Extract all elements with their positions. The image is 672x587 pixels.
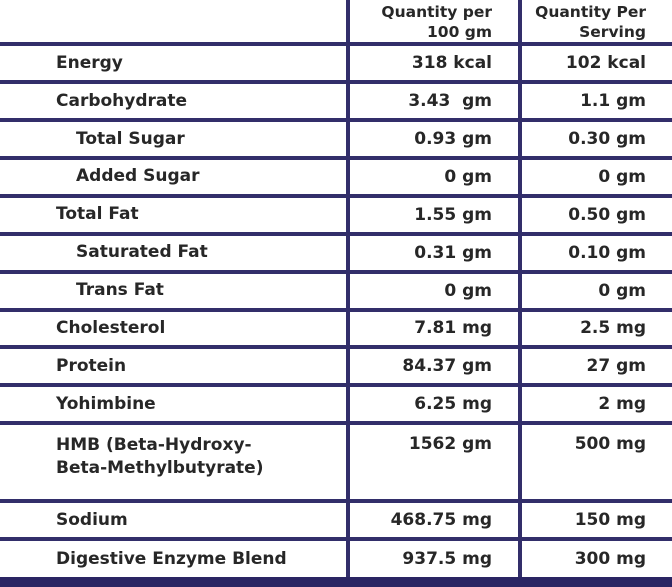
nutrient-label: Total Sugar: [0, 118, 350, 160]
per-100gm-value: 318 kcal: [346, 42, 522, 85]
table-row-yohimbine: Yohimbine 6.25 mg 2 mg: [0, 383, 672, 426]
table-row-cholesterol: Cholesterol 7.81 mg 2.5 mg: [0, 307, 672, 350]
nutrient-label: Energy: [0, 42, 350, 85]
per-100gm-value: 84.37 gm: [346, 345, 522, 388]
per-100gm-value: 0.31 gm: [346, 231, 522, 274]
per-100gm-value: 0 gm: [346, 155, 522, 198]
nutrient-label: Carbohydrate: [0, 80, 350, 123]
per-100gm-value: 3.43 gm: [346, 80, 522, 123]
per-serving-value: 102 kcal: [518, 42, 672, 85]
per-100gm-value: 1562 gm: [346, 421, 522, 504]
per-serving-value: 300 mg: [518, 537, 672, 579]
table-row-trans-fat: Trans Fat 0 gm 0 gm: [0, 269, 672, 312]
bottom-accent-bar: [0, 577, 672, 587]
nutrient-label: Saturated Fat: [0, 231, 350, 274]
per-serving-value: 0 gm: [518, 269, 672, 312]
table-row-total-fat: Total Fat 1.55 gm 0.50 gm: [0, 193, 672, 236]
nutrient-label: Trans Fat: [0, 269, 350, 312]
per-100gm-value: 937.5 mg: [346, 537, 522, 579]
table-row-energy: Energy 318 kcal 102 kcal: [0, 42, 672, 85]
per-serving-value: 150 mg: [518, 499, 672, 542]
header-empty-cell: [0, 0, 350, 47]
header-quantity-per-serving: Quantity Per Serving: [518, 0, 672, 47]
per-serving-value: 500 mg: [518, 421, 672, 504]
table-row-added-sugar: Added Sugar 0 gm 0 gm: [0, 155, 672, 198]
nutrient-label: Sodium: [0, 499, 350, 542]
nutrient-label: Protein: [0, 345, 350, 388]
per-100gm-value: 6.25 mg: [346, 383, 522, 426]
per-100gm-value: 0.93 gm: [346, 118, 522, 160]
per-100gm-value: 468.75 mg: [346, 499, 522, 542]
table-row-digestive-enzyme-blend: Digestive Enzyme Blend 937.5 mg 300 mg: [0, 537, 672, 579]
per-serving-value: 0.50 gm: [518, 193, 672, 236]
nutrient-label: Total Fat: [0, 193, 350, 236]
per-serving-value: 0.30 gm: [518, 118, 672, 160]
per-serving-value: 2.5 mg: [518, 307, 672, 350]
table-row-carbohydrate: Carbohydrate 3.43 gm 1.1 gm: [0, 80, 672, 123]
nutrient-label: Yohimbine: [0, 383, 350, 426]
header-quantity-per-100gm: Quantity per 100 gm: [346, 0, 522, 47]
nutrient-label: Added Sugar: [0, 155, 350, 198]
table-row-sodium: Sodium 468.75 mg 150 mg: [0, 499, 672, 542]
nutrient-label: Digestive Enzyme Blend: [0, 537, 350, 579]
per-serving-value: 0.10 gm: [518, 231, 672, 274]
per-serving-value: 0 gm: [518, 155, 672, 198]
per-100gm-value: 0 gm: [346, 269, 522, 312]
table-row-hmb: HMB (Beta-Hydroxy- Beta-Methylbutyrate) …: [0, 421, 672, 504]
per-100gm-value: 1.55 gm: [346, 193, 522, 236]
header-row: Quantity per 100 gm Quantity Per Serving: [0, 0, 672, 47]
per-serving-value: 1.1 gm: [518, 80, 672, 123]
table-row-saturated-fat: Saturated Fat 0.31 gm 0.10 gm: [0, 231, 672, 274]
per-serving-value: 27 gm: [518, 345, 672, 388]
table-row-protein: Protein 84.37 gm 27 gm: [0, 345, 672, 388]
nutrient-label: Cholesterol: [0, 307, 350, 350]
nutrient-label: HMB (Beta-Hydroxy- Beta-Methylbutyrate): [0, 421, 350, 504]
table-row-total-sugar: Total Sugar 0.93 gm 0.30 gm: [0, 118, 672, 160]
per-serving-value: 2 mg: [518, 383, 672, 426]
per-100gm-value: 7.81 mg: [346, 307, 522, 350]
